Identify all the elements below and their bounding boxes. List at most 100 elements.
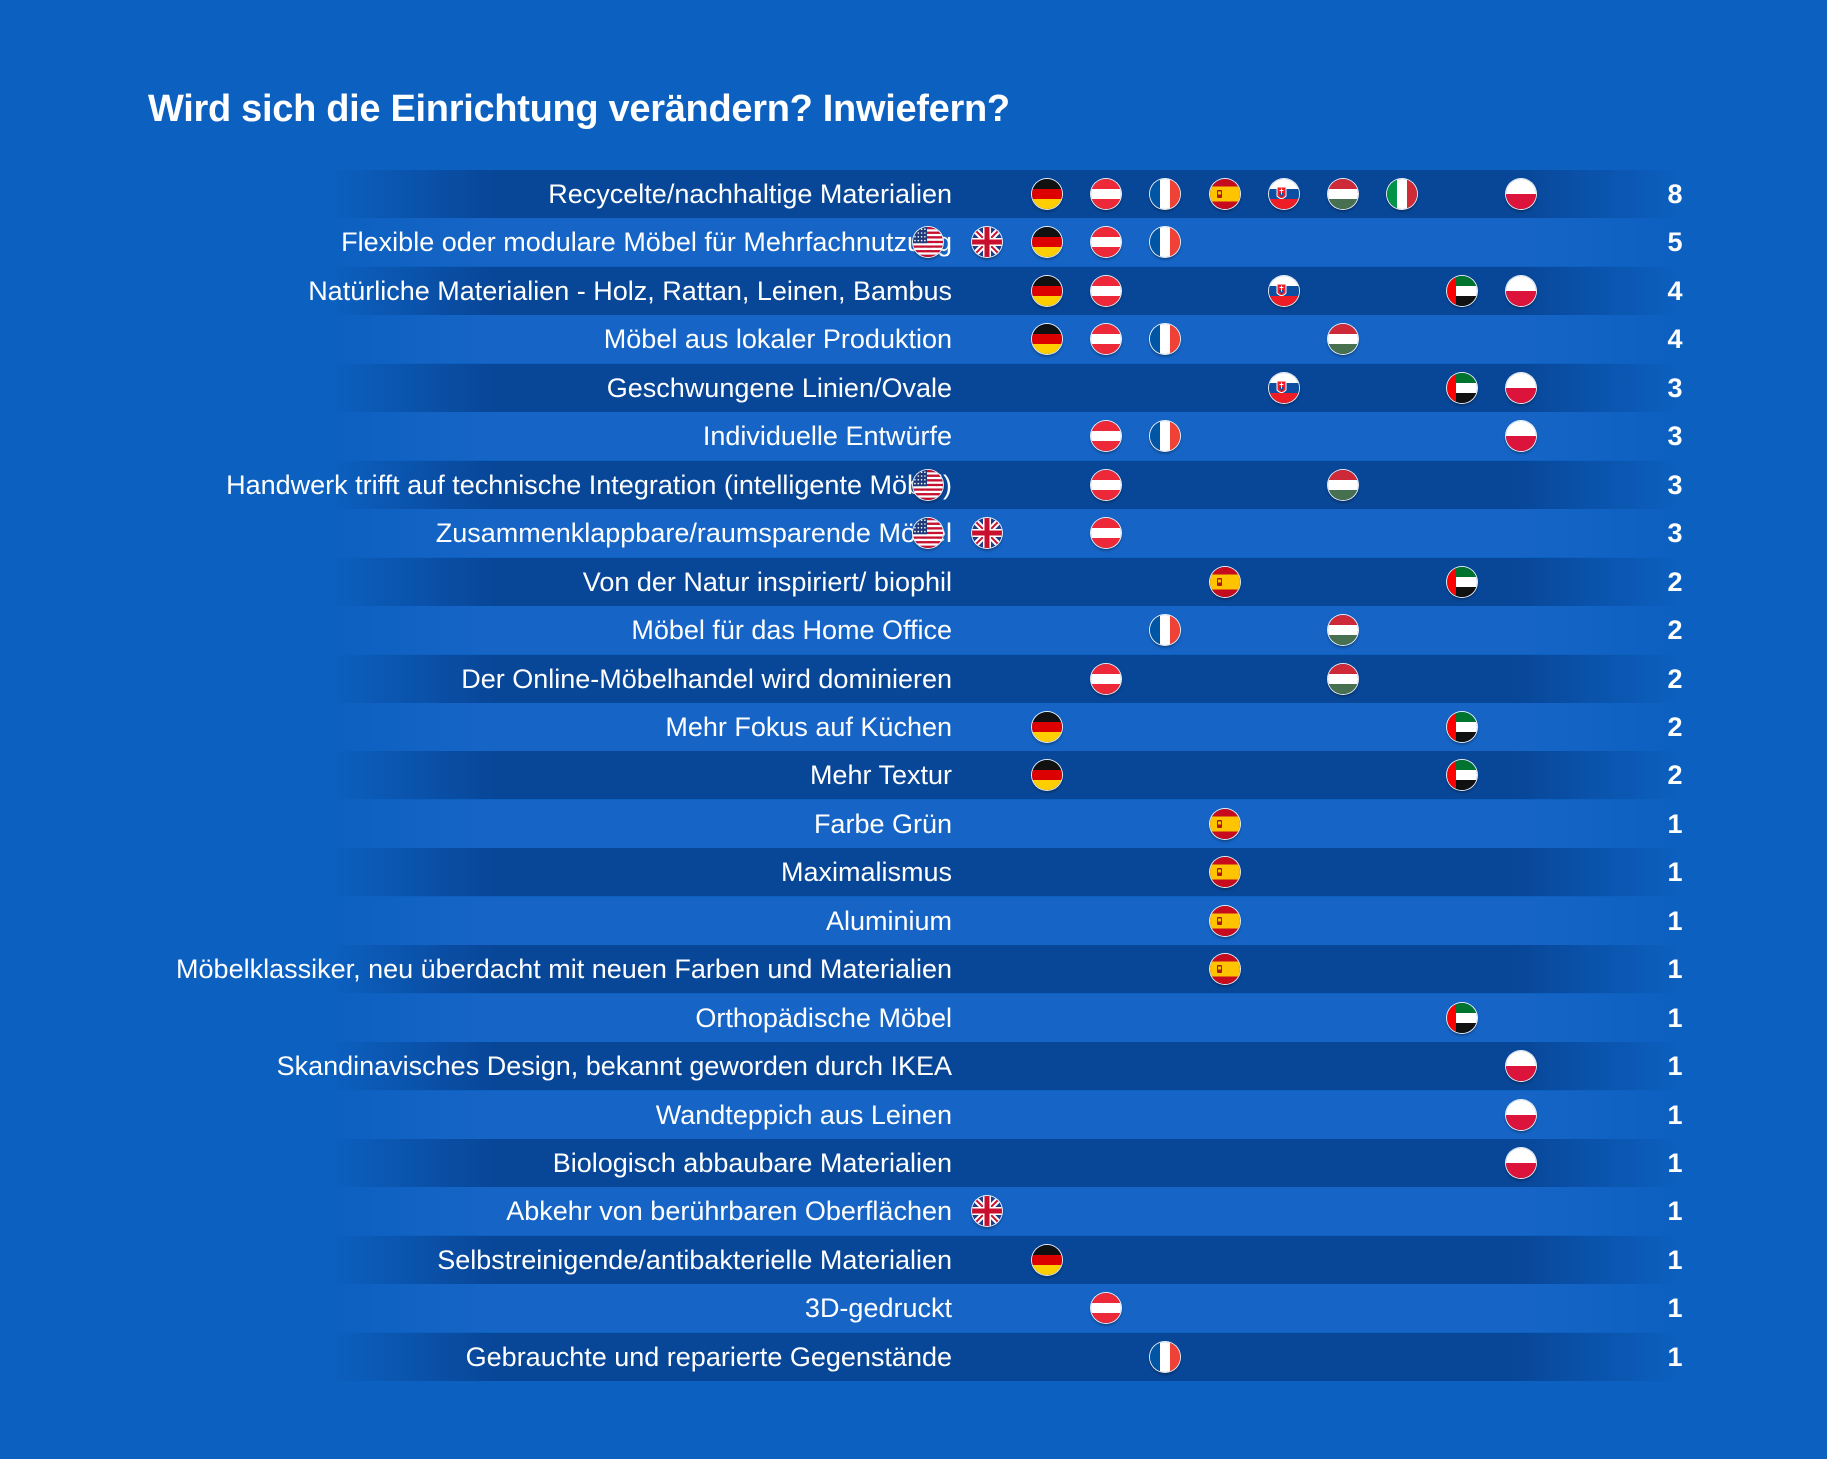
- row-count: 1: [1667, 857, 1683, 888]
- row-label: Möbelklassiker, neu überdacht mit neuen …: [176, 954, 952, 985]
- row-count: 1: [1667, 1051, 1683, 1082]
- row-label: 3D-gedruckt: [804, 1293, 952, 1324]
- row-band: [330, 1332, 1680, 1381]
- row-label: Individuelle Entwürfe: [702, 421, 952, 452]
- table-row: Farbe Grün 1: [60, 799, 1683, 848]
- austria-flag-icon: [1090, 469, 1121, 500]
- row-count: 1: [1667, 1002, 1683, 1033]
- uae-flag-icon: [1446, 760, 1477, 791]
- chart-title: Wird sich die Einrichtung verändern? Inw…: [148, 88, 1010, 130]
- table-row: Handwerk trifft auf technische Integrati…: [60, 460, 1683, 509]
- row-label: Mehr Fokus auf Küchen: [665, 711, 952, 742]
- row-label: Handwerk trifft auf technische Integrati…: [226, 469, 952, 500]
- uk-flag-icon: [972, 1196, 1003, 1227]
- row-label: Orthopädische Möbel: [695, 1002, 952, 1033]
- row-count: 4: [1667, 324, 1683, 355]
- row-band: [330, 1042, 1680, 1091]
- table-row: Von der Natur inspiriert/ biophil 2: [60, 557, 1683, 606]
- row-count: 1: [1667, 1293, 1683, 1324]
- poland-flag-icon: [1506, 1148, 1536, 1178]
- uae-flag-icon: [1446, 1002, 1477, 1033]
- hungary-flag-icon: [1328, 469, 1359, 500]
- row-count: 2: [1667, 711, 1683, 742]
- germany-flag-icon: [1031, 1244, 1062, 1275]
- row-band: [330, 1235, 1680, 1284]
- row-count: 2: [1667, 566, 1683, 597]
- row-band: [330, 1090, 1680, 1139]
- row-band: [330, 606, 1680, 655]
- table-row: Wandteppich aus Leinen 1: [60, 1090, 1683, 1139]
- table-row: Biologisch abbaubare Materialien 1: [60, 1139, 1683, 1187]
- austria-flag-icon: [1090, 1293, 1121, 1324]
- france-flag-icon: [1150, 324, 1181, 355]
- table-row: Recycelte/nachhaltige Materialien 8: [60, 170, 1683, 218]
- table-row: Zusammenklappbare/raumsparende Möbel 3: [60, 509, 1683, 558]
- row-count: 3: [1667, 372, 1683, 403]
- row-label: Möbel für das Home Office: [631, 615, 952, 646]
- table-row: Der Online-Möbelhandel wird dominieren 2: [60, 654, 1683, 703]
- row-count: 3: [1667, 518, 1683, 549]
- row-label: Zusammenklappbare/raumsparende Möbel: [435, 518, 952, 549]
- austria-flag-icon: [1090, 324, 1121, 355]
- row-count: 1: [1667, 1099, 1683, 1130]
- row-band: [330, 896, 1680, 945]
- slovakia-flag-icon: [1268, 275, 1299, 306]
- row-band: [330, 799, 1680, 848]
- row-band: [330, 702, 1680, 751]
- row-band: [330, 945, 1680, 994]
- france-flag-icon: [1150, 615, 1181, 646]
- row-label: Farbe Grün: [813, 808, 952, 839]
- row-label: Natürliche Materialien - Holz, Rattan, L…: [308, 275, 952, 306]
- row-count: 3: [1667, 469, 1683, 500]
- table-row: Selbstreinigende/antibakterielle Materia…: [60, 1235, 1683, 1284]
- row-band: [330, 170, 1680, 218]
- spain-flag-icon: [1209, 857, 1240, 888]
- poland-flag-icon: [1506, 372, 1536, 403]
- table-row: Möbel für das Home Office 2: [60, 606, 1683, 655]
- spain-flag-icon: [1209, 179, 1240, 209]
- row-label: Geschwungene Linien/Ovale: [606, 372, 952, 403]
- row-band: [330, 848, 1680, 897]
- austria-flag-icon: [1090, 275, 1121, 306]
- italy-flag-icon: [1387, 179, 1418, 209]
- table-row: Maximalismus 1: [60, 848, 1683, 897]
- row-band: [330, 460, 1680, 509]
- row-count: 2: [1667, 760, 1683, 791]
- row-count: 2: [1667, 615, 1683, 646]
- row-count: 1: [1667, 954, 1683, 985]
- table-row: Flexible oder modulare Möbel für Mehrfac…: [60, 218, 1683, 267]
- row-label: Recycelte/nachhaltige Materialien: [548, 179, 952, 209]
- uae-flag-icon: [1446, 372, 1477, 403]
- poland-flag-icon: [1506, 179, 1536, 209]
- row-band: [330, 751, 1680, 800]
- row-label: Wandteppich aus Leinen: [655, 1099, 952, 1130]
- poland-flag-icon: [1506, 1099, 1536, 1130]
- row-count: 5: [1667, 227, 1683, 258]
- spain-flag-icon: [1209, 808, 1240, 839]
- spain-flag-icon: [1209, 905, 1240, 936]
- hungary-flag-icon: [1328, 615, 1359, 646]
- austria-flag-icon: [1090, 227, 1121, 258]
- row-band: [330, 412, 1680, 461]
- row-count: 3: [1667, 421, 1683, 452]
- hungary-flag-icon: [1328, 179, 1359, 209]
- row-count: 8: [1667, 179, 1683, 209]
- uk-flag-icon: [972, 518, 1003, 549]
- row-count: 1: [1667, 905, 1683, 936]
- row-band: [330, 1139, 1680, 1187]
- germany-flag-icon: [1031, 760, 1062, 791]
- row-count: 2: [1667, 663, 1683, 694]
- table-row: Aluminium 1: [60, 896, 1683, 945]
- row-band: [330, 993, 1680, 1042]
- table-row: Geschwungene Linien/Ovale 3: [60, 363, 1683, 412]
- germany-flag-icon: [1031, 227, 1062, 258]
- row-label: Abkehr von berührbaren Oberflächen: [506, 1196, 952, 1227]
- row-count: 1: [1667, 1341, 1683, 1372]
- row-label: Biologisch abbaubare Materialien: [552, 1148, 952, 1178]
- row-label: Gebrauchte und reparierte Gegenstände: [465, 1341, 952, 1372]
- row-band: [330, 1284, 1680, 1333]
- usa-flag-icon: [913, 227, 943, 258]
- row-label: Aluminium: [825, 905, 952, 936]
- uae-flag-icon: [1446, 711, 1477, 742]
- row-band: [330, 315, 1680, 364]
